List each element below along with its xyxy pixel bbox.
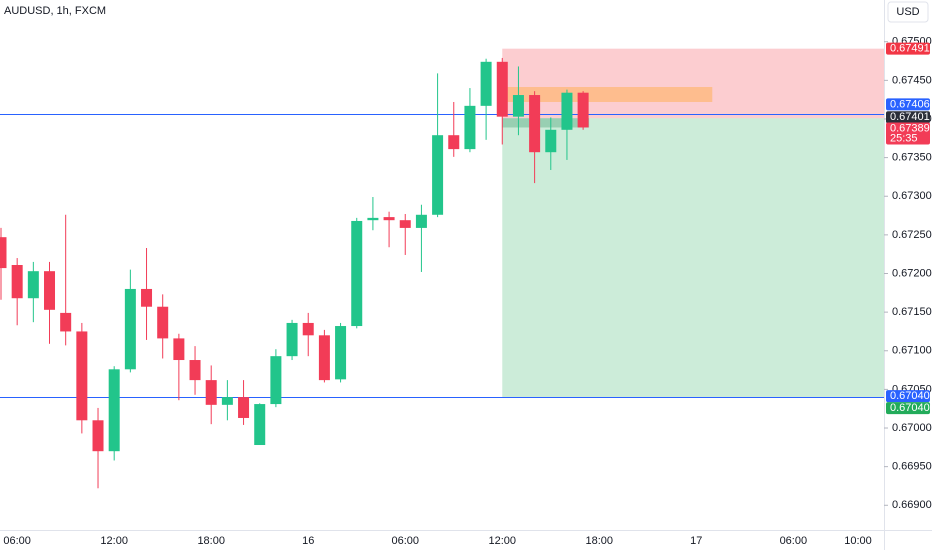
candle-body <box>335 326 347 380</box>
target-label-box <box>886 402 930 415</box>
stop-label-box <box>886 42 930 55</box>
candle-body <box>512 95 524 117</box>
candle-body <box>76 331 88 421</box>
candle-body <box>157 306 169 339</box>
candle-body <box>11 265 23 299</box>
x-tick-label: 06:00 <box>3 535 31 547</box>
y-tick-label: 0.66950 <box>892 461 932 473</box>
countdown: 25:35 <box>890 132 918 144</box>
hline-label: 0.67406 <box>890 98 930 110</box>
candle-body <box>60 312 72 332</box>
hline-label-box <box>886 98 930 111</box>
stop-label: 0.67491 <box>890 43 930 55</box>
candle-body <box>108 369 120 452</box>
candle-body <box>577 92 589 128</box>
candle-body <box>302 322 314 336</box>
x-tick-label: 06:00 <box>780 535 808 547</box>
candle-body <box>415 214 427 228</box>
chart-title: AUDUSD, 1h, FXCM <box>4 5 106 17</box>
candle-body <box>27 271 39 299</box>
y-tick-label: 0.67450 <box>892 74 932 86</box>
y-tick-label: 0.67300 <box>892 190 932 202</box>
hline-label-box <box>886 390 930 403</box>
candle-body <box>141 288 153 307</box>
entry-label: 0.67401 <box>890 111 930 123</box>
highlight-box <box>502 87 713 102</box>
y-tick-label: 0.66900 <box>892 499 932 511</box>
candle-body <box>432 135 444 215</box>
open-pnl-zone <box>502 118 590 128</box>
candle-body <box>399 220 411 228</box>
last-price-label: 0.67389 <box>890 122 930 134</box>
candle-body <box>0 237 7 269</box>
y-tick-label: 0.67000 <box>892 422 932 434</box>
candle-body <box>480 61 492 106</box>
candle-body <box>351 220 363 327</box>
candle-body <box>221 397 233 405</box>
candle-body <box>173 338 185 361</box>
y-tick-label: 0.67150 <box>892 306 932 318</box>
stop-zone <box>502 48 884 119</box>
candle-body <box>270 356 282 405</box>
candle-body <box>367 217 379 221</box>
candle-body <box>464 105 476 150</box>
candle-body <box>318 335 330 381</box>
x-tick-label: 18:00 <box>586 535 614 547</box>
target-zone <box>502 118 884 398</box>
x-tick-label: 12:00 <box>100 535 128 547</box>
candle-body <box>124 288 136 370</box>
x-tick-label: 12:00 <box>489 535 517 547</box>
x-tick-label: 18:00 <box>197 535 225 547</box>
entry-label-box <box>886 111 930 124</box>
candle-body <box>92 420 104 452</box>
candle-body <box>496 61 508 117</box>
y-tick-label: 0.67250 <box>892 229 932 241</box>
x-tick-label: 06:00 <box>391 535 419 547</box>
x-tick-label: 16 <box>302 535 314 547</box>
candle-body <box>205 380 217 405</box>
hline-label: 0.67040 <box>890 390 930 402</box>
candle-body <box>561 92 573 130</box>
y-tick-label: 0.67100 <box>892 345 932 357</box>
candle-body <box>238 397 250 418</box>
candle-body <box>545 129 557 153</box>
candle-body <box>383 217 395 221</box>
candle-body <box>44 271 56 310</box>
y-tick-label: 0.67350 <box>892 152 932 164</box>
x-tick-label: 17 <box>690 535 702 547</box>
y-tick-label: 0.67200 <box>892 267 932 279</box>
candle-body <box>448 135 460 150</box>
candle-body <box>254 404 266 446</box>
target-label: 0.67040 <box>890 402 930 414</box>
currency-label[interactable]: USD <box>896 6 919 18</box>
candle-body <box>286 322 298 357</box>
x-tick-label: 10:00 <box>844 535 872 547</box>
candle-body <box>529 95 541 153</box>
candle-body <box>189 360 201 381</box>
currency-button[interactable] <box>887 1 929 23</box>
last-price-label-box <box>886 122 930 145</box>
